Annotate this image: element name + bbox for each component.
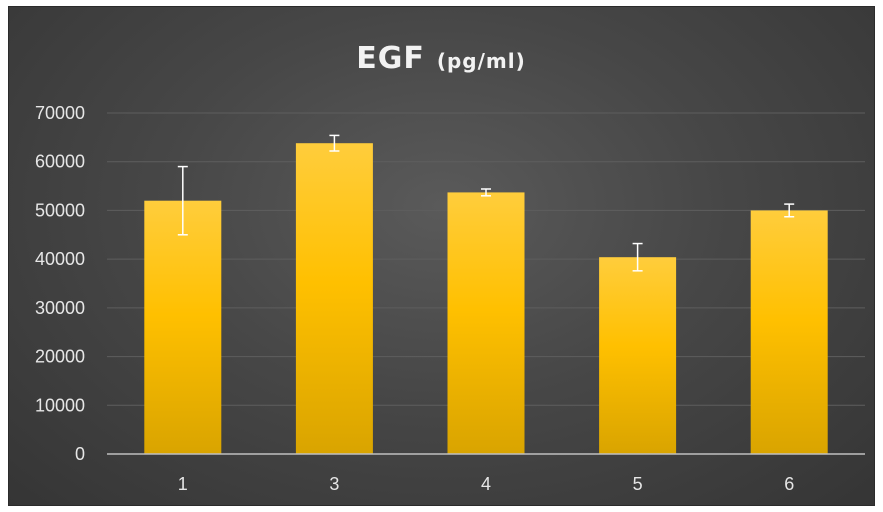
x-tick-label: 4 <box>481 474 491 494</box>
y-tick-label: 60000 <box>35 152 85 172</box>
chart-title: EGF (pg/ml) <box>356 41 526 76</box>
y-tick-label: 50000 <box>35 200 85 220</box>
error-bar-4 <box>481 188 491 197</box>
y-tick-label: 0 <box>75 444 85 464</box>
error-bar-1 <box>177 165 188 236</box>
bar-1 <box>144 200 222 454</box>
y-tick-label: 30000 <box>35 298 85 318</box>
x-tick-label: 3 <box>329 474 339 494</box>
x-tick-label: 5 <box>633 474 643 494</box>
bar-5 <box>599 257 677 454</box>
y-tick-label: 20000 <box>35 347 85 367</box>
y-tick-label: 10000 <box>35 395 85 415</box>
chart-title-main: EGF <box>356 41 425 76</box>
y-tick-labels: 0 10000 20000 30000 40000 50000 60000 70000 <box>35 103 85 464</box>
bar-3 <box>295 143 373 454</box>
y-tick-label: 70000 <box>35 103 85 123</box>
bars <box>144 143 828 454</box>
error-bars <box>177 134 795 272</box>
bar-6 <box>750 210 828 454</box>
error-bar-3 <box>329 134 340 152</box>
error-bar-6 <box>784 203 795 218</box>
y-tick-label: 40000 <box>35 249 85 269</box>
chart-title-unit: (pg/ml) <box>437 49 526 73</box>
x-tick-label: 6 <box>784 474 794 494</box>
x-tick-label: 1 <box>178 474 188 494</box>
bar-4 <box>447 192 525 454</box>
error-bar-5 <box>632 242 643 272</box>
x-tick-labels: 1 3 4 5 6 <box>178 474 794 494</box>
